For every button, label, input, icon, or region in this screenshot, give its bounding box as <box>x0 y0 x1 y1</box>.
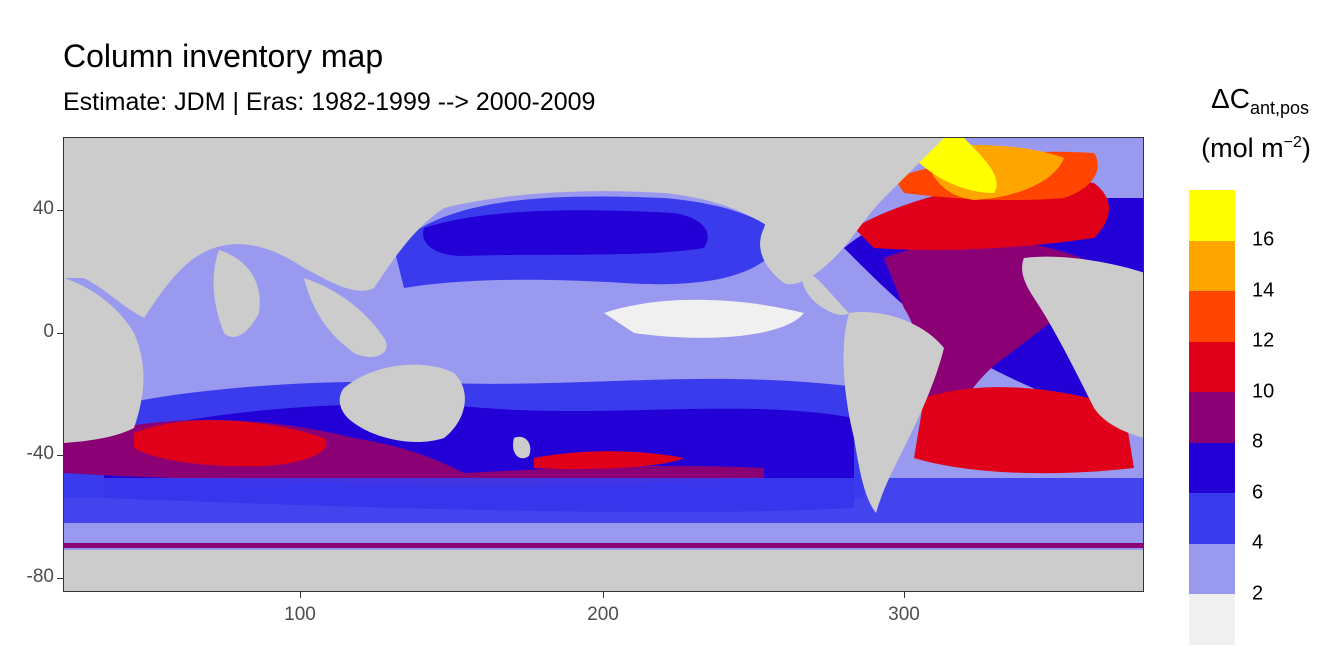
antarctic-edge-purple <box>64 543 1143 548</box>
legend-swatch <box>1189 442 1235 493</box>
map-panel <box>63 137 1144 592</box>
y-tick-mark <box>57 455 63 456</box>
legend-unit-suffix: ) <box>1301 133 1311 163</box>
ocean-inventory-map <box>64 138 1143 591</box>
land-australia <box>339 364 465 443</box>
land-asia-europe <box>64 138 874 318</box>
y-tick-label: -80 <box>26 566 54 587</box>
land-new-zealand <box>513 436 531 459</box>
legend-break-label: 6 <box>1252 481 1264 504</box>
land-north-america <box>760 138 944 285</box>
land-southeast-asia <box>304 278 387 358</box>
y-tick-label: 0 <box>43 321 54 342</box>
legend-swatch <box>1189 543 1235 594</box>
south-pacific-red <box>534 451 684 470</box>
x-tick-mark <box>603 592 604 598</box>
subantarctic-band <box>64 478 1143 523</box>
y-tick-label: -40 <box>26 443 54 464</box>
legend-break-label: 4 <box>1252 531 1264 554</box>
y-tick-mark <box>57 578 63 579</box>
legend-break-label: 10 <box>1252 380 1275 403</box>
south-atlantic-red <box>914 387 1134 474</box>
chart-title: Column inventory map <box>63 38 384 74</box>
legend-break-label: 14 <box>1252 279 1275 302</box>
land-south-america <box>843 312 944 513</box>
land-africa <box>1022 256 1143 438</box>
legend-swatch <box>1189 392 1235 443</box>
legend-break-label: 16 <box>1252 228 1275 251</box>
land-antarctica <box>64 550 1143 591</box>
legend-unit: (mol m−2) <box>1177 135 1335 162</box>
equatorial-pacific-low <box>604 299 804 338</box>
x-tick-mark <box>904 592 905 598</box>
y-tick-mark <box>57 210 63 211</box>
legend-swatch <box>1189 341 1235 392</box>
legend-unit-prefix: (mol m <box>1201 133 1284 163</box>
legend-subscript: ant,pos <box>1249 98 1309 118</box>
legend-colorbar <box>1189 190 1235 645</box>
legend-break-label: 8 <box>1252 430 1264 453</box>
y-tick-mark <box>57 333 63 334</box>
land-india <box>213 250 260 337</box>
south-indian-red <box>134 420 327 467</box>
chart-subtitle: Estimate: JDM | Eras: 1982-1999 --> 2000… <box>63 88 596 116</box>
legend-break-label: 12 <box>1252 329 1275 352</box>
legend-title: ΔCant,pos (mol m−2) <box>1185 85 1335 162</box>
x-tick-mark <box>300 592 301 598</box>
legend-swatch <box>1189 190 1235 241</box>
legend-swatch <box>1189 291 1235 342</box>
land-africa-west <box>64 278 144 443</box>
legend-unit-sup: −2 <box>1283 134 1302 151</box>
north-pacific-core <box>423 210 708 256</box>
legend-swatch <box>1189 240 1235 291</box>
x-tick-label: 100 <box>284 604 316 625</box>
x-tick-label: 300 <box>888 604 920 625</box>
y-tick-label: 40 <box>32 198 54 219</box>
legend-swatch <box>1189 594 1235 645</box>
legend-swatch <box>1189 493 1235 544</box>
x-tick-label: 200 <box>587 604 619 625</box>
land-central-america <box>802 268 849 315</box>
legend-break-label: 2 <box>1252 582 1264 605</box>
legend-symbol: ΔC <box>1211 83 1250 114</box>
